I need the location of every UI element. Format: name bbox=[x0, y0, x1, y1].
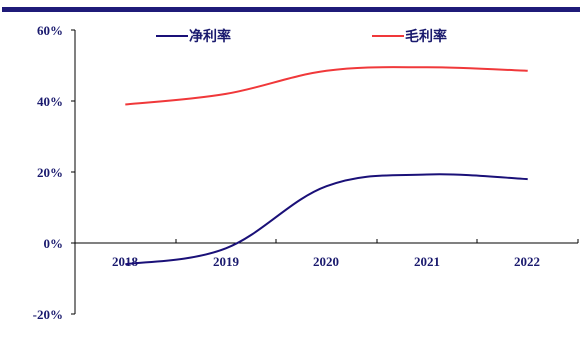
y-tick-label: 0% bbox=[44, 236, 64, 251]
legend: 净利率 毛利率 bbox=[156, 28, 447, 45]
series-layer bbox=[125, 66, 528, 266]
y-tick-label: -20% bbox=[33, 307, 63, 322]
y-tick-label: 60% bbox=[37, 23, 63, 38]
x-tick-label: 2018 bbox=[112, 254, 139, 269]
x-tick-label: 2021 bbox=[414, 254, 440, 269]
top-border-bar bbox=[2, 7, 580, 12]
y-axis-ticks bbox=[71, 29, 75, 315]
x-axis-ticks bbox=[175, 239, 579, 243]
series-line-gross-margin bbox=[125, 66, 528, 106]
legend-label-gross-margin: 毛利率 bbox=[405, 28, 447, 45]
y-tick-label: 20% bbox=[37, 165, 63, 180]
x-tick-label: 2022 bbox=[514, 254, 540, 269]
legend-label-net-margin: 净利率 bbox=[189, 28, 231, 45]
series-line-net-margin bbox=[125, 173, 528, 266]
x-tick-label: 2020 bbox=[313, 254, 339, 269]
y-tick-label: 40% bbox=[37, 94, 63, 109]
x-tick-label: 2019 bbox=[213, 254, 240, 269]
